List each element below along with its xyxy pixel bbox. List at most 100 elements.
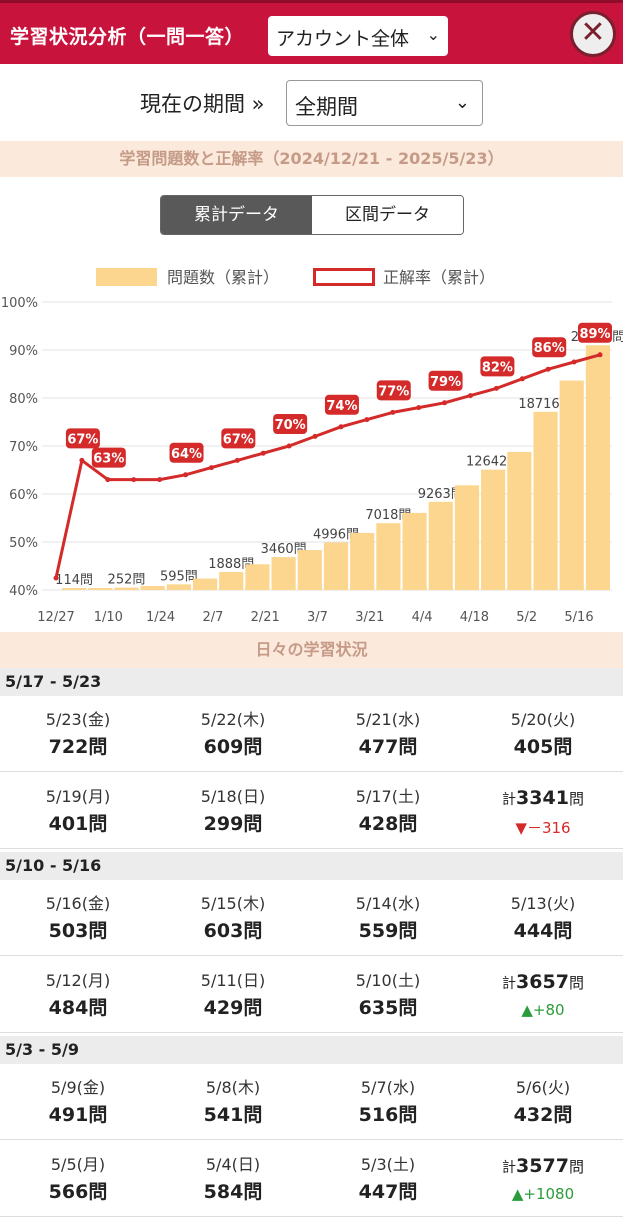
bar-data-label: 18716問 <box>518 397 572 412</box>
line-data-label: 67% <box>223 432 254 447</box>
line-point <box>234 457 240 463</box>
day-date: 5/14(水) <box>355 894 421 913</box>
line-point <box>183 472 189 478</box>
line-label-badge <box>428 370 463 391</box>
period-label: 現在の期間 » <box>140 92 265 116</box>
line-point <box>286 443 292 449</box>
app-header: 学習状況分析（一問一答） アカウント全体 ⌄ ✕ <box>0 0 623 64</box>
data-mode-toggle: 累計データ 区間データ <box>160 195 464 235</box>
day-row: 5/12(月) 484問 5/11(日) 429問 5/10(土) 635問 計3657問 ▲… <box>0 957 623 1033</box>
day-date: 5/19(月) <box>45 787 111 806</box>
line-data-label: 77% <box>378 384 409 399</box>
x-tick-label: 1/10 <box>94 610 123 625</box>
bar-data-label: 595問 <box>160 569 198 584</box>
day-count: 603問 <box>203 920 263 942</box>
line-point <box>519 376 525 382</box>
y-tick-label: 60% <box>9 488 38 503</box>
line-label-badge <box>65 428 100 449</box>
chart-bar <box>271 557 296 590</box>
x-tick-label: 12/27 <box>37 610 74 625</box>
line-point <box>131 477 137 483</box>
line-point <box>416 405 422 411</box>
line-point <box>493 385 499 391</box>
period-select[interactable]: 全期間 ⌄ <box>286 80 483 126</box>
legend-bar-swatch <box>96 268 157 286</box>
close-icon: ✕ <box>580 15 606 50</box>
day-date: 5/3(土) <box>360 1155 416 1174</box>
chart-bar <box>323 542 349 590</box>
y-tick-label: 100% <box>1 296 38 311</box>
day-count: 484問 <box>48 997 108 1019</box>
scope-select[interactable]: アカウント全体 ⌄ <box>268 16 448 56</box>
legend-line-label: 正解率（累計） <box>383 268 496 287</box>
line-label-badge <box>221 428 256 449</box>
day-row: 5/19(月) 401問 5/18(日) 299問 5/17(土) 428問 計3341問 ▼… <box>0 773 623 849</box>
toggle-interval[interactable]: 区間データ <box>312 196 463 234</box>
line-point <box>442 400 448 406</box>
line-point <box>260 450 266 456</box>
bar-data-label: 1888問 <box>208 557 254 572</box>
day-count: 401問 <box>48 813 108 835</box>
x-tick-label: 4/4 <box>412 610 433 625</box>
bar-data-label: 252問 <box>108 573 146 588</box>
day-date: 5/12(月) <box>45 971 111 990</box>
x-tick-label: 4/18 <box>460 610 489 625</box>
line-label-badge <box>91 447 126 468</box>
legend-line-swatch <box>313 268 375 286</box>
close-button[interactable]: ✕ <box>570 11 616 57</box>
line-point <box>390 409 396 415</box>
day-count: 405問 <box>513 736 573 758</box>
chart-bar <box>114 587 139 590</box>
day-count: 559問 <box>358 920 418 942</box>
toggle-cumulative[interactable]: 累計データ <box>161 196 312 234</box>
daily-section-title: 日々の学習状況 <box>0 632 623 668</box>
day-date: 5/4(日) <box>205 1155 261 1174</box>
x-tick-label: 3/21 <box>355 610 384 625</box>
day-count: 566問 <box>48 1181 108 1203</box>
bar-data-label: 7018問 <box>365 508 411 523</box>
week-total-suffix: 問 <box>568 790 584 808</box>
chart-bar <box>350 532 375 590</box>
chart-bar <box>219 572 244 590</box>
day-date: 5/7(水) <box>360 1078 416 1097</box>
day-count: 432問 <box>513 1104 573 1126</box>
chart-bar <box>166 584 191 590</box>
day-date: 5/11(日) <box>200 971 266 990</box>
line-data-label: 67% <box>67 432 98 447</box>
day-count: 541問 <box>203 1104 263 1126</box>
week-total-value: 3341 <box>516 787 569 809</box>
chart-bar <box>140 586 165 590</box>
bar-data-label: 9263問 <box>418 487 464 502</box>
line-label-badge <box>324 394 359 415</box>
line-data-label: 79% <box>430 375 461 390</box>
week-total-prefix: 計 <box>502 1160 517 1176</box>
line-data-label: 89% <box>579 327 610 342</box>
day-date: 5/22(木) <box>200 710 266 729</box>
bar-data-label: 114問 <box>55 573 93 588</box>
line-point <box>79 457 85 463</box>
week-range-header: 5/3 - 5/9 <box>0 1036 623 1064</box>
day-count: 491問 <box>48 1104 108 1126</box>
chart-bar <box>585 345 610 590</box>
y-tick-label: 90% <box>9 344 38 359</box>
line-label-badge <box>273 414 308 434</box>
legend-bar-label: 問題数（累計） <box>167 268 280 287</box>
chart-bar <box>245 564 270 590</box>
x-tick-label: 2/21 <box>251 610 280 625</box>
line-point <box>53 575 59 581</box>
chevron-down-icon: ⌄ <box>426 25 440 44</box>
day-count: 503問 <box>48 920 108 942</box>
chart-section-title: 学習問題数と正解率（2024/12/21 - 2025/5/23） <box>0 141 623 177</box>
chart-bar <box>428 501 453 590</box>
chart-bar <box>297 550 322 590</box>
line-point <box>467 393 473 399</box>
line-data-label: 70% <box>275 418 306 433</box>
line-point <box>597 352 603 358</box>
week-total-prefix: 計 <box>502 976 517 992</box>
week-total: 計3341問 <box>478 787 608 809</box>
line-point <box>338 424 344 430</box>
y-tick-label: 70% <box>9 440 38 455</box>
week-total-suffix: 問 <box>568 974 584 992</box>
day-date: 5/20(火) <box>510 710 576 729</box>
line-label-badge <box>376 380 411 401</box>
